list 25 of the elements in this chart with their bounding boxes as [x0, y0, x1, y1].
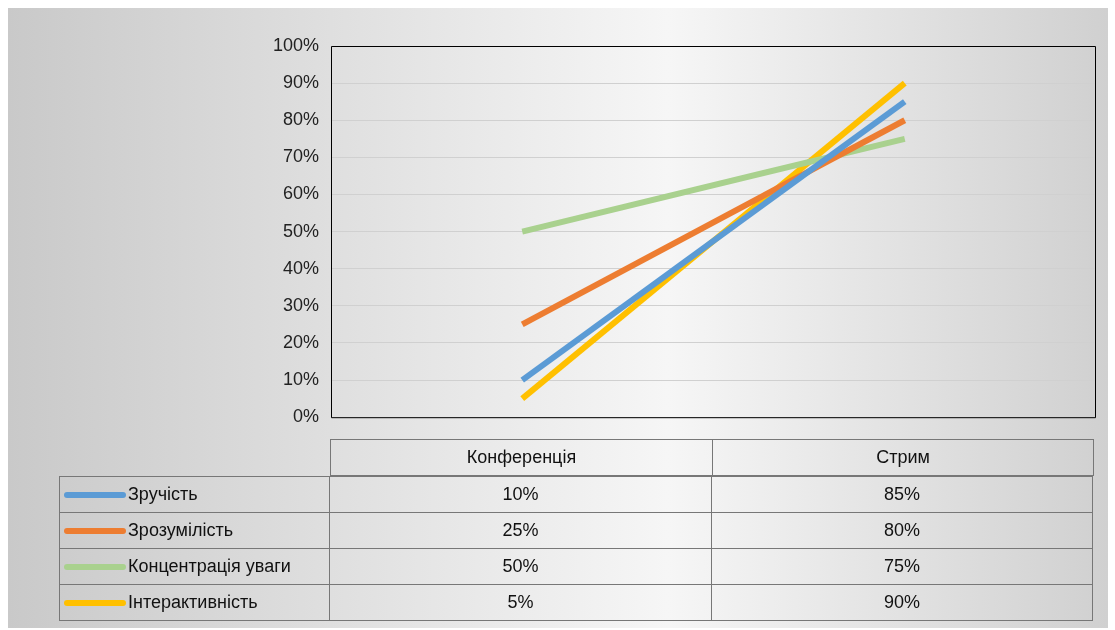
data-label: 5%	[329, 584, 712, 621]
y-tick-label: 40%	[282, 257, 319, 278]
legend-label: Концентрація уваги	[128, 556, 291, 577]
y-tick-label: 80%	[282, 109, 319, 130]
data-label: 25%	[329, 512, 712, 549]
x-tick-label: Конференція	[330, 439, 713, 476]
y-tick-label: 10%	[282, 369, 319, 390]
y-tick-label: 0%	[292, 406, 319, 427]
y-tick-label: 60%	[282, 183, 319, 204]
y-tick-label: 20%	[282, 331, 319, 352]
data-label: 85%	[711, 476, 1093, 513]
data-label: 50%	[329, 548, 712, 585]
y-tick-label: 50%	[282, 220, 319, 241]
legend-label: Зрозумілість	[128, 520, 234, 541]
data-label: 90%	[711, 584, 1093, 621]
legend-label: Зручість	[128, 484, 198, 505]
x-tick-label: Стрим	[712, 439, 1094, 476]
y-tick-label: 100%	[272, 34, 319, 55]
y-tick-label: 70%	[282, 146, 319, 167]
data-label: 10%	[329, 476, 712, 513]
y-tick-label: 30%	[282, 294, 319, 315]
legend-label: Інтерактивність	[128, 592, 258, 613]
y-tick-label: 90%	[282, 72, 319, 93]
data-label: 80%	[711, 512, 1093, 549]
data-label: 75%	[711, 548, 1093, 585]
